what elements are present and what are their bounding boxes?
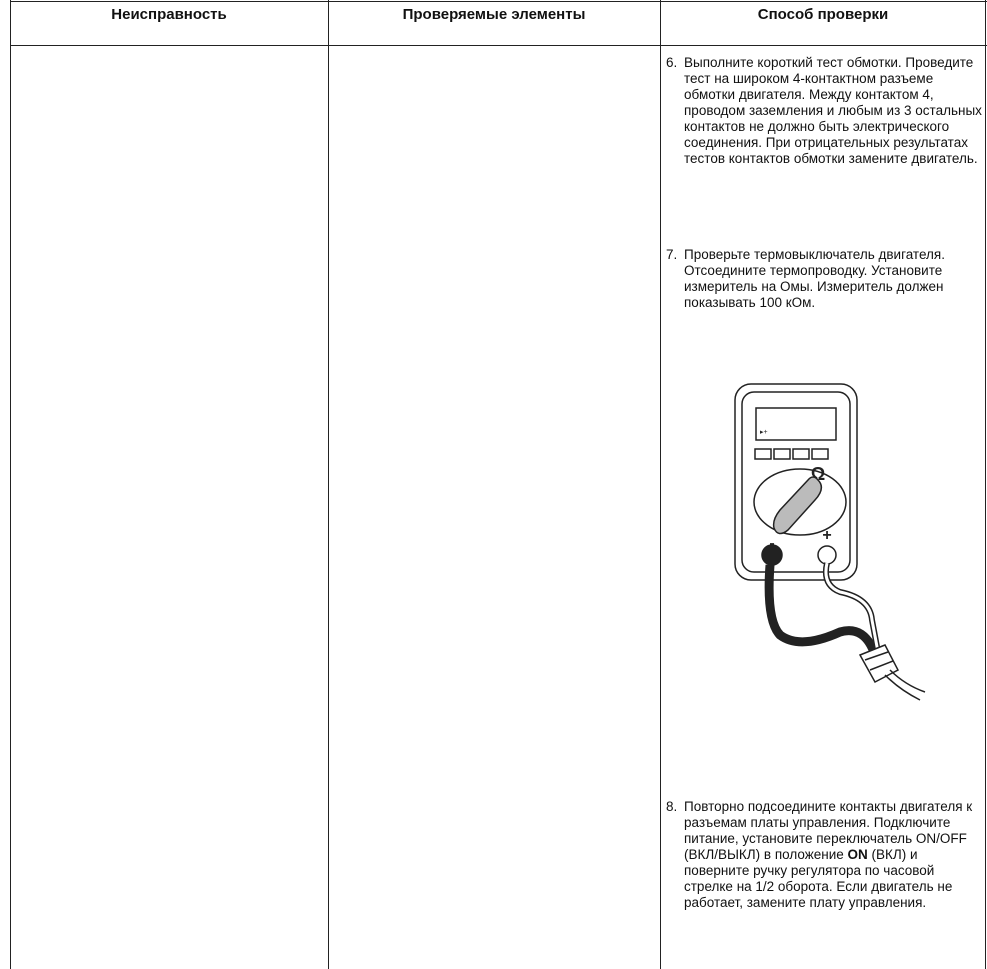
item-text: Проверьте термовыключатель двигателя. От… [684, 247, 945, 310]
border [10, 45, 987, 46]
minus-label: - [769, 535, 774, 552]
item-text: Повторно подсоедините контакты двигателя… [684, 799, 982, 911]
item-text: Выполните короткий тест обмотки. Проведи… [684, 55, 982, 166]
text: Повторно подсоедините контакты двигателя… [684, 799, 973, 862]
bold-text: ON [847, 847, 868, 862]
plus-label: + [822, 527, 831, 544]
header: Неисправность [111, 6, 227, 23]
list-item: 6. Выполните короткий тест обмотки. Прове… [666, 55, 982, 167]
svg-text:▸+: ▸+ [760, 429, 768, 436]
multimeter-illustration: ▸+ Ω - + [734, 383, 926, 701]
border [985, 0, 986, 969]
item-number: 7. [666, 247, 678, 262]
header: Проверяемые элементы [402, 6, 586, 23]
list-item: 7. Проверьте термовыключатель двигателя. … [666, 247, 982, 311]
list-item: 8. Повторно подсоедините контакты двигате… [666, 799, 982, 911]
border [660, 0, 661, 969]
item-number: 6. [666, 55, 678, 70]
border [10, 0, 11, 969]
border [10, 1, 987, 2]
text: (ВКЛ) и поверните ручку регулятора по ча… [684, 847, 953, 910]
header: Способ проверки [757, 6, 889, 23]
item-number: 8. [666, 799, 678, 814]
border [328, 0, 329, 969]
